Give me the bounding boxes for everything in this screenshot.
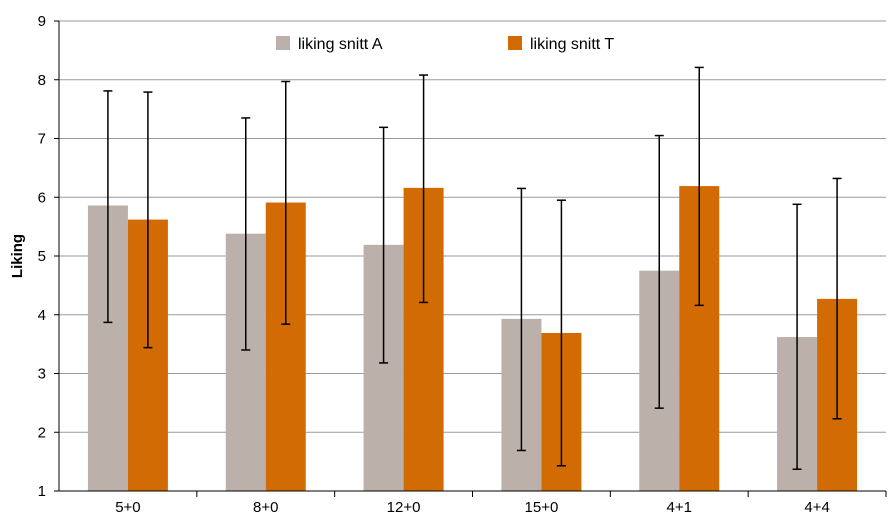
legend: liking snitt A liking snitt T <box>276 36 614 53</box>
x-tick-label: 4+1 <box>667 499 692 516</box>
y-axis-title: Liking <box>9 234 26 278</box>
x-tick-label: 15+0 <box>525 499 559 516</box>
y-tick-label: 1 <box>38 483 46 500</box>
axes: 1 2 3 4 5 6 7 8 9 5+0 8+0 12+0 15+0 4+1 4+4 <box>38 13 887 516</box>
x-tick-label: 12+0 <box>387 499 421 516</box>
legend-label: liking snitt A <box>298 36 383 53</box>
legend-swatch <box>276 36 290 50</box>
gridlines <box>59 20 886 433</box>
y-tick-label: 2 <box>38 424 46 441</box>
legend-swatch <box>508 36 522 50</box>
bars <box>87 186 858 492</box>
y-tick-label: 8 <box>38 72 46 89</box>
x-tick-label: 4+4 <box>804 499 829 516</box>
x-tick-label: 8+0 <box>253 499 278 516</box>
y-tick-label: 7 <box>38 131 46 148</box>
y-tick-label: 5 <box>38 248 46 265</box>
y-tick-label: 9 <box>38 13 46 30</box>
y-tick-label: 3 <box>38 366 46 383</box>
legend-label: liking snitt T <box>530 36 614 53</box>
error-bars <box>103 66 842 471</box>
x-tick-label: 5+0 <box>115 499 140 516</box>
y-tick-label: 4 <box>38 307 46 324</box>
y-tick-label: 6 <box>38 189 46 206</box>
